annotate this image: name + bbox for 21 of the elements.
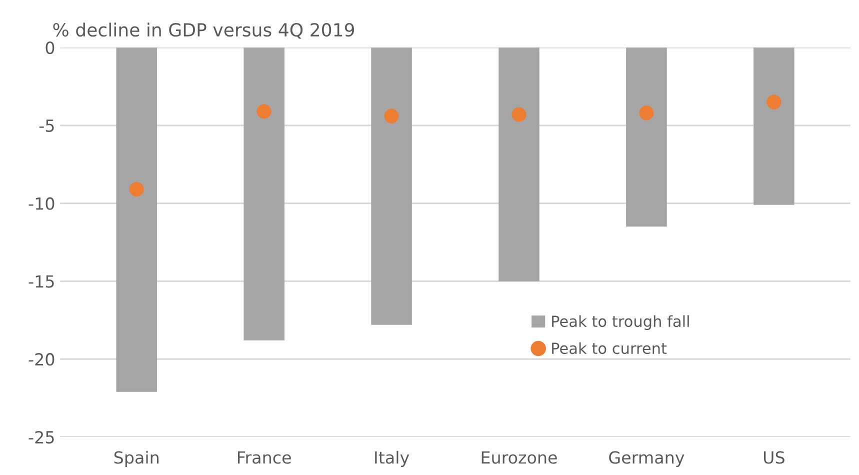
x-tick-label: Spain: [114, 450, 158, 468]
point: [766, 94, 782, 110]
x-tick-label: France: [238, 451, 291, 464]
x-tick-label: Germany: [609, 451, 684, 468]
x-tick-label: US: [764, 451, 784, 464]
legend-label: Peak to trough fall: [552, 315, 689, 330]
point: [129, 182, 144, 197]
y-tick-label: -5: [39, 120, 54, 132]
x-tick-label: Eurozone: [482, 451, 557, 464]
y-tick-label: -25: [28, 430, 54, 444]
y-tick-label: 0: [46, 41, 54, 54]
point: [639, 106, 654, 120]
legend-label: Peak to current: [552, 342, 667, 354]
point: [256, 104, 272, 119]
y-tick-label: -15: [28, 275, 54, 288]
y-tick-label: -20: [28, 353, 54, 366]
chart-title: % decline in GDP versus 4Q 2019: [53, 22, 354, 39]
point: [384, 108, 399, 124]
y-tick-label: -10: [28, 197, 54, 210]
x-tick-label: Italy: [375, 450, 410, 468]
point: [512, 107, 526, 122]
